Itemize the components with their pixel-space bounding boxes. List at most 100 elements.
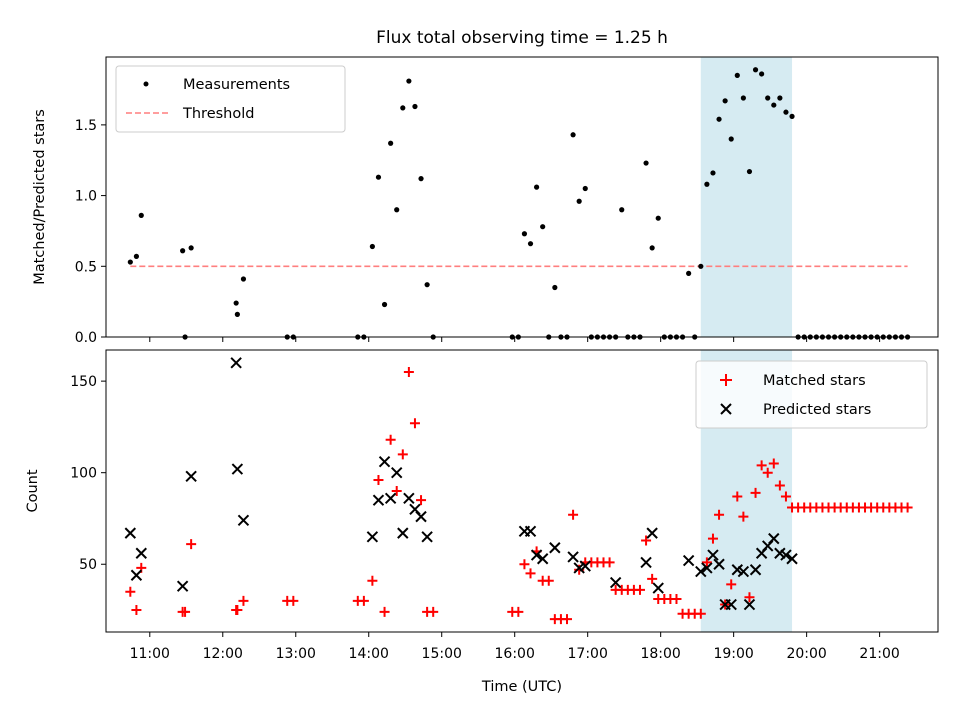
predicted-star-point: [743, 598, 756, 611]
matched-star-point: [568, 509, 579, 520]
predicted-star-point: [737, 565, 750, 578]
matched-star-point: [604, 557, 615, 568]
measurement-point: [527, 241, 534, 247]
predicted-star-point: [780, 549, 792, 561]
top-panel: 0.0 0.5 1.0 1.5 Matched/Predicted stars Mea…: [32, 56, 939, 346]
bottom-legend-frame: [695, 360, 928, 429]
matched-star-point: [750, 487, 761, 498]
predicted-star-point: [786, 553, 798, 565]
measurement-point: [759, 71, 765, 77]
predicted-star-point: [725, 598, 737, 611]
measurement-point: [406, 78, 412, 84]
bottom-y-tick-label: 100: [70, 466, 97, 482]
measurement-point: [783, 109, 789, 115]
matched-star-point: [232, 605, 243, 616]
top-y-tick-label: 1.0: [75, 189, 97, 205]
top-y-tick-label: 1.5: [75, 118, 97, 134]
measurement-point: [698, 263, 704, 269]
matched-star-point: [707, 533, 718, 544]
x-tick-label: 21:00: [859, 646, 899, 662]
matched-star-point: [756, 460, 767, 471]
top-y-ticks: 0.0 0.5 1.0 1.5: [75, 118, 106, 346]
predicted-star-point: [176, 580, 189, 592]
legend-predicted-label: Predicted stars: [763, 402, 871, 418]
predicted-star-point: [530, 549, 543, 561]
top-highlight-span: [700, 57, 793, 337]
bottom-x-ticks: 11:00 12:00 13:00 14:00 15:00 16:00 17:00 18:00…: [130, 632, 900, 662]
matched-star-point: [671, 594, 682, 605]
measurement-point: [649, 245, 655, 251]
predicted-star-point: [768, 532, 780, 545]
predicted-star-point: [237, 514, 250, 527]
matched-star-point: [409, 418, 420, 429]
predicted-star-point: [749, 564, 762, 576]
measurement-point: [369, 243, 375, 250]
predicted-stars-points: [124, 357, 798, 611]
measurement-point: [734, 72, 740, 78]
measurement-point: [655, 215, 661, 221]
bottom-y-axis-label: Count: [25, 469, 41, 512]
legend-threshold-label: Threshold: [182, 106, 254, 122]
x-tick-label: 13:00: [276, 646, 316, 662]
matched-star-point: [416, 495, 427, 506]
top-axes-frame: [105, 56, 939, 338]
predicted-star-point: [124, 527, 137, 539]
measurement-point: [400, 105, 406, 111]
measurement-point: [375, 174, 382, 180]
matched-star-point: [373, 475, 384, 486]
x-tick-label: 17:00: [568, 646, 608, 662]
legend-matched-marker: [720, 374, 732, 386]
matched-star-point: [125, 586, 136, 597]
measurement-point: [240, 276, 247, 282]
matched-star-point: [738, 511, 749, 522]
matched-star-point: [780, 491, 791, 502]
matched-star-point: [525, 568, 536, 579]
measurement-point: [127, 259, 133, 265]
measurement-point: [533, 184, 540, 190]
measurement-point: [686, 270, 692, 276]
x-tick-label: 18:00: [640, 646, 680, 662]
matched-star-point: [902, 502, 913, 513]
matched-star-point: [543, 575, 554, 586]
measurement-point: [138, 212, 144, 218]
bottom-legend: Matched stars Predicted stars: [695, 360, 928, 429]
measurement-point: [133, 253, 140, 259]
measurement-point: [704, 181, 710, 187]
measurement-point: [576, 198, 582, 204]
x-tick-label: 14:00: [349, 646, 389, 662]
matched-star-point: [186, 539, 197, 550]
legend-matched-label: Matched stars: [763, 373, 866, 389]
measurement-point: [381, 301, 388, 308]
top-y-tick-label: 0.0: [75, 330, 97, 346]
bottom-y-ticks: 50 100 150: [70, 374, 106, 573]
matched-star-point: [385, 434, 396, 445]
x-axis-label: Time (UTC): [481, 679, 562, 695]
matched-star-point: [695, 608, 706, 619]
measurement-point: [771, 102, 777, 108]
matched-star-point: [701, 557, 712, 568]
predicted-star-point: [549, 542, 561, 554]
x-tick-label: 19:00: [713, 646, 753, 662]
chart-title: Flux total observing time = 1.25 h: [376, 28, 668, 48]
predicted-star-point: [397, 527, 409, 539]
bottom-y-tick-label: 150: [70, 374, 97, 390]
predicted-star-point: [695, 565, 707, 578]
top-y-tick-label: 0.5: [75, 259, 97, 275]
matched-star-point: [774, 480, 785, 491]
predicted-star-point: [536, 553, 549, 565]
legend-predicted-marker: [720, 403, 732, 415]
predicted-star-point: [567, 551, 579, 563]
top-legend: Measurements Threshold: [115, 65, 346, 133]
measurement-point: [728, 136, 734, 142]
measurement-point: [540, 224, 546, 230]
measurement-point: [570, 132, 576, 138]
predicted-star-point: [713, 558, 725, 570]
legend-measurements-label: Measurements: [183, 77, 290, 93]
predicted-star-point: [372, 494, 385, 506]
matched-star-point: [428, 606, 439, 617]
matched-star-point: [768, 458, 779, 469]
matched-stars-points: [125, 366, 913, 625]
predicted-star-point: [524, 525, 537, 537]
